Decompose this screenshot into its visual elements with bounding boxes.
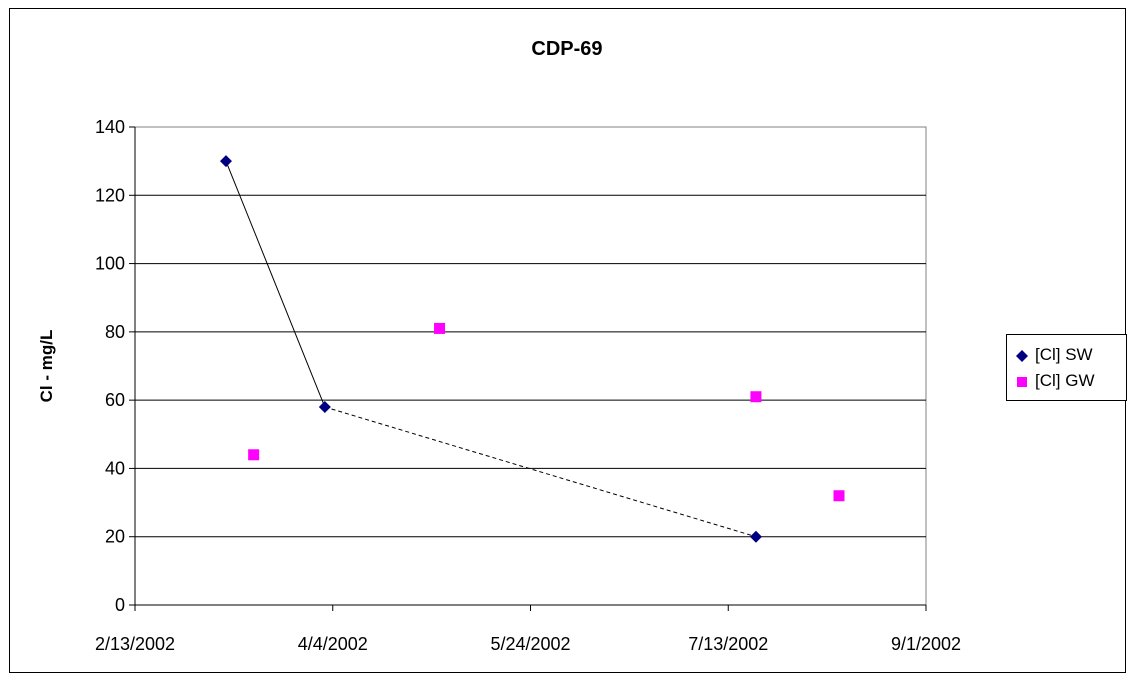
square-marker-icon [1015,374,1029,388]
grid-lines [135,194,926,538]
x-tick-label: 4/4/2002 [298,634,368,654]
chart-frame [9,8,1126,673]
y-tick-label: 120 [95,185,125,205]
data-point-square [248,449,260,461]
legend-label-sw: [Cl] SW [1035,345,1093,364]
y-axis-label: Cl - mg/L [37,330,56,403]
connector-line-dashed [324,406,757,538]
y-tick-label: 100 [95,254,125,274]
y-tick-label: 0 [115,595,125,615]
connector-lines [225,160,757,538]
axes: 0 20 40 60 80 100 120 140 2/13/2002 4/4/2002 5/24/… [95,117,961,654]
x-tick-label: 5/24/2002 [490,634,570,654]
y-tick-label: 140 [95,117,125,137]
legend: [Cl] SW [Cl] GW [1006,334,1127,401]
data-point-square [750,391,762,403]
y-tick-label: 20 [105,527,125,547]
data-point-diamond [219,155,232,168]
x-tick-label: 2/13/2002 [95,634,175,654]
data-point-square [434,322,446,334]
legend-label-gw: [Cl] GW [1035,371,1095,390]
y-tick-label: 40 [105,458,125,478]
data-point-diamond [749,530,762,543]
data-markers [219,155,845,543]
data-point-square [833,490,845,502]
y-tick-label: 60 [105,390,125,410]
x-tick-label: 7/13/2002 [688,634,768,654]
plot-area [134,126,927,606]
y-tick-label: 80 [105,322,125,342]
chart-title: CDP-69 [531,38,602,60]
legend-item-sw: [Cl] SW [1015,345,1093,365]
x-tick-label: 9/1/2002 [891,634,961,654]
connector-line-solid [225,160,326,408]
diamond-marker-icon [1015,348,1029,362]
legend-item-gw: [Cl] GW [1015,371,1095,391]
data-point-diamond [318,400,331,413]
